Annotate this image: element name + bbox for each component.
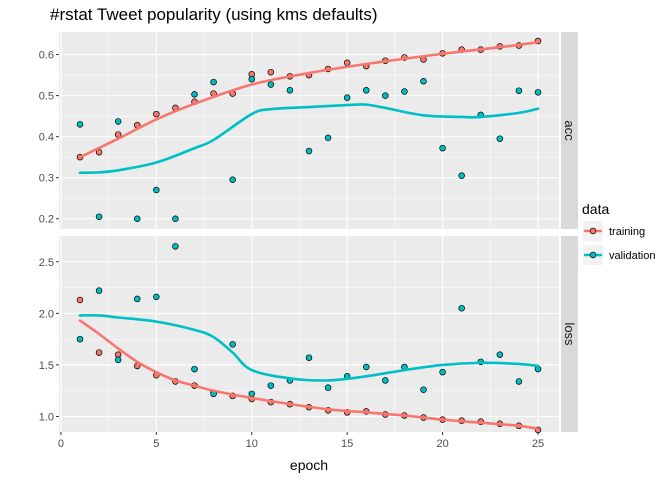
- data-point: [420, 386, 427, 393]
- data-point: [172, 243, 179, 250]
- data-point: [114, 356, 122, 364]
- data-point: [515, 87, 523, 94]
- data-point: [133, 215, 141, 222]
- facet-strip-label: loss: [562, 322, 577, 346]
- y-tick-label: 2.5: [39, 257, 54, 269]
- y-tick-label: 0.6: [39, 50, 54, 62]
- data-point: [191, 365, 198, 373]
- x-axis-title: epoch: [290, 457, 328, 473]
- x-tick-label: 5: [153, 438, 159, 450]
- x-axis: 0 5 10 15 20 25: [58, 432, 544, 450]
- legend-item-validation: validation: [583, 245, 655, 265]
- data-point: [267, 382, 275, 389]
- data-point: [76, 335, 84, 343]
- data-point: [95, 349, 103, 356]
- data-point: [305, 147, 313, 155]
- smooth-line-validation: [78, 103, 540, 175]
- facet-strip: [561, 236, 578, 432]
- data-point: [229, 341, 236, 348]
- facet-panel-loss: 1.0 1.5 2.0 2.5 loss: [39, 236, 578, 434]
- legend-label: validation: [609, 250, 655, 262]
- data-point: [458, 172, 465, 179]
- panel-background: [59, 32, 559, 229]
- data-point: [267, 81, 275, 88]
- data-point: [248, 75, 255, 83]
- y-tick-label: 0.3: [39, 173, 54, 185]
- legend-label: training: [609, 226, 645, 238]
- legend-point: [589, 251, 597, 259]
- legend-point: [589, 227, 597, 235]
- series-validation: [76, 243, 542, 398]
- x-tick-label: 10: [246, 438, 258, 450]
- data-point: [496, 135, 504, 142]
- data-point: [363, 363, 370, 371]
- y-tick-label: 0.2: [39, 214, 54, 226]
- data-point: [496, 351, 504, 358]
- data-point: [382, 377, 389, 384]
- smooth-line-training: [78, 319, 540, 431]
- data-point: [420, 77, 427, 85]
- x-tick-label: 15: [341, 438, 353, 450]
- data-point: [76, 121, 84, 128]
- facet-strip-label: acc: [562, 120, 577, 141]
- y-tick-label: 1.0: [39, 412, 54, 424]
- data-point: [458, 304, 465, 312]
- data-point: [133, 295, 141, 303]
- x-tick-label: 0: [58, 438, 64, 450]
- series-validation: [76, 75, 542, 222]
- facet-panels: 0.2 0.3 0.4 0.5 0.6 acc 1.0 1.5 2.0 2.5 loss 0 5 10 15…: [39, 32, 578, 450]
- data-point: [267, 68, 275, 76]
- data-point: [382, 92, 389, 99]
- data-point: [343, 94, 351, 101]
- legend-keys: training validation: [583, 221, 655, 265]
- data-point: [210, 78, 217, 86]
- data-point: [439, 144, 446, 152]
- data-point: [95, 213, 103, 220]
- x-tick-label: 20: [436, 438, 448, 450]
- panel-background: [59, 236, 559, 432]
- data-point: [401, 88, 408, 95]
- y-tick-label: 0.5: [39, 91, 54, 103]
- legend: data training validation: [582, 201, 655, 265]
- data-point: [153, 186, 160, 194]
- data-point: [534, 89, 542, 96]
- y-tick-label: 2.0: [39, 308, 54, 320]
- smooth-line-validation: [78, 313, 540, 382]
- data-point: [324, 134, 332, 142]
- data-point: [286, 87, 294, 94]
- y-tick-label: 0.4: [39, 132, 54, 144]
- data-point: [324, 384, 332, 391]
- data-point: [439, 368, 446, 376]
- data-point: [363, 87, 370, 94]
- legend-title: data: [582, 201, 609, 217]
- data-point: [229, 176, 236, 184]
- data-point: [153, 110, 160, 118]
- data-point: [305, 354, 313, 361]
- y-tick-label: 1.5: [39, 360, 54, 372]
- data-point: [343, 59, 351, 67]
- data-point: [114, 118, 122, 125]
- data-point: [248, 390, 255, 398]
- x-tick-label: 25: [532, 438, 544, 450]
- data-point: [153, 293, 160, 301]
- data-point: [191, 91, 198, 98]
- data-point: [95, 287, 103, 294]
- data-point: [515, 378, 523, 385]
- smooth-line-training: [78, 40, 540, 159]
- facet-strip: [561, 32, 578, 229]
- legend-item-training: training: [583, 221, 645, 241]
- data-point: [76, 296, 84, 304]
- chart-title: #rstat Tweet popularity (using kms defau…: [50, 5, 378, 24]
- data-point: [172, 215, 179, 222]
- facet-panel-acc: 0.2 0.3 0.4 0.5 0.6 acc: [39, 32, 578, 229]
